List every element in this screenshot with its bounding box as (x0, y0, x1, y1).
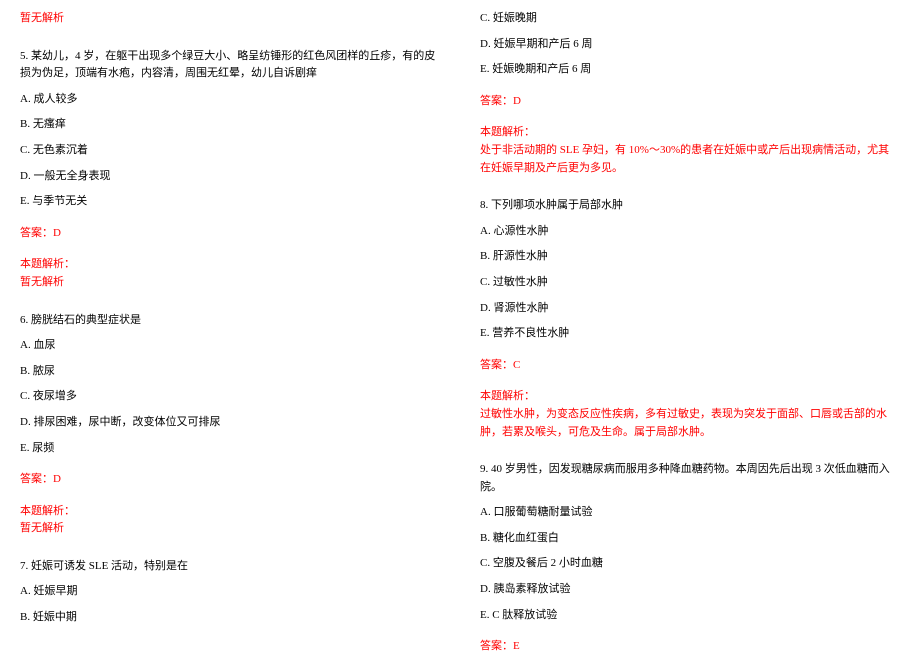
q9-option-e: E. C 肽释放试验 (480, 607, 900, 625)
q7-option-b: B. 妊娠中期 (20, 609, 440, 627)
q6-option-b: B. 脓尿 (20, 363, 440, 381)
q6-option-c: C. 夜尿增多 (20, 388, 440, 406)
column-left: 暂无解析 5. 某幼儿，4 岁，在躯干出现多个绿豆大小、略呈纺锤形的红色风团样的… (20, 10, 440, 641)
q7-analysis-label: 本题解析： (480, 124, 900, 142)
q5-analysis-label: 本题解析： (20, 256, 440, 274)
q8-option-d: D. 肾源性水肿 (480, 300, 900, 318)
q9-answer: 答案：E (480, 638, 900, 656)
q5-option-d: D. 一般无全身表现 (20, 168, 440, 186)
q7-answer: 答案：D (480, 93, 900, 111)
q5-answer: 答案：D (20, 225, 440, 243)
q7-stem: 7. 妊娠可诱发 SLE 活动，特别是在 (20, 558, 440, 576)
q6-answer: 答案：D (20, 471, 440, 489)
analysis-none: 暂无解析 (20, 10, 440, 28)
q8-option-b: B. 肝源性水肿 (480, 248, 900, 266)
q6-option-d: D. 排尿困难，尿中断，改变体位又可排尿 (20, 414, 440, 432)
q5-option-b: B. 无瘙痒 (20, 116, 440, 134)
q7-option-a: A. 妊娠早期 (20, 583, 440, 601)
q6-option-e: E. 尿频 (20, 440, 440, 458)
q8-stem: 8. 下列哪项水肿属于局部水肿 (480, 197, 900, 215)
q8-answer: 答案：C (480, 357, 900, 375)
q9-option-d: D. 胰岛素释放试验 (480, 581, 900, 599)
q8-option-c: C. 过敏性水肿 (480, 274, 900, 292)
q6-analysis-text: 暂无解析 (20, 520, 440, 538)
q7-option-d: D. 妊娠早期和产后 6 周 (480, 36, 900, 54)
q5-option-c: C. 无色素沉着 (20, 142, 440, 160)
q8-option-e: E. 营养不良性水肿 (480, 325, 900, 343)
q5-analysis-text: 暂无解析 (20, 274, 440, 292)
q6-analysis-label: 本题解析： (20, 503, 440, 521)
q7-option-e: E. 妊娠晚期和产后 6 周 (480, 61, 900, 79)
q8-analysis-text: 过敏性水肿，为变态反应性疾病，多有过敏史，表现为突发于面部、口唇或舌部的水肿，若… (480, 406, 900, 441)
q5-option-e: E. 与季节无关 (20, 193, 440, 211)
column-right: C. 妊娠晚期 D. 妊娠早期和产后 6 周 E. 妊娠晚期和产后 6 周 答案… (480, 10, 900, 641)
q6-option-a: A. 血尿 (20, 337, 440, 355)
q6-stem: 6. 膀胱结石的典型症状是 (20, 312, 440, 330)
q8-option-a: A. 心源性水肿 (480, 223, 900, 241)
q7-analysis-text: 处于非活动期的 SLE 孕妇，有 10%～30%的患者在妊娠中或产后出现病情活动… (480, 142, 900, 177)
q5-stem: 5. 某幼儿，4 岁，在躯干出现多个绿豆大小、略呈纺锤形的红色风团样的丘疹，有的… (20, 48, 440, 83)
q9-option-c: C. 空腹及餐后 2 小时血糖 (480, 555, 900, 573)
q9-option-b: B. 糖化血红蛋白 (480, 530, 900, 548)
q8-analysis-label: 本题解析： (480, 388, 900, 406)
q9-option-a: A. 口服葡萄糖耐量试验 (480, 504, 900, 522)
q5-option-a: A. 成人较多 (20, 91, 440, 109)
q9-stem: 9. 40 岁男性，因发现糖尿病而服用多种降血糖药物。本周因先后出现 3 次低血… (480, 461, 900, 496)
q7-option-c: C. 妊娠晚期 (480, 10, 900, 28)
